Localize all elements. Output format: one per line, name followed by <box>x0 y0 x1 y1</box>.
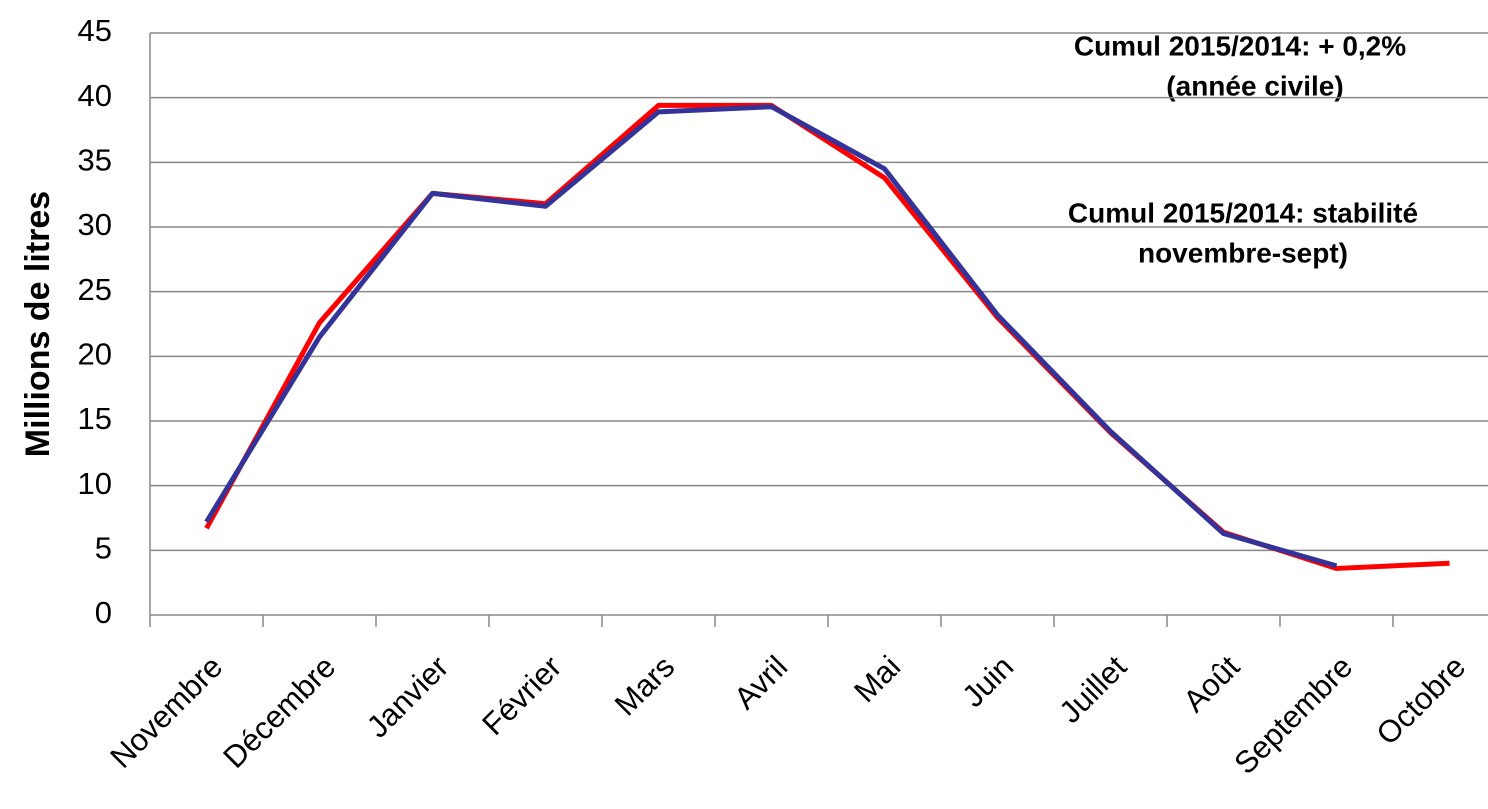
annotation: novembre-sept) <box>1138 237 1348 268</box>
annotation: Cumul 2015/2014: stabilité <box>1068 197 1418 228</box>
y-tick-label: 30 <box>78 207 112 242</box>
x-tick-label: Août <box>1176 649 1246 719</box>
y-tick-label: 35 <box>78 143 112 178</box>
x-tick-label: Novembre <box>103 649 229 775</box>
y-axis-label: Millions de litres <box>19 191 57 457</box>
x-tick-label: Mai <box>847 649 907 709</box>
x-tick-label: Septembre <box>1227 649 1359 781</box>
y-tick-label: 15 <box>78 401 112 436</box>
x-tick-label: Décembre <box>216 649 342 775</box>
y-tick-label: 0 <box>95 595 112 630</box>
annotation: (année civile) <box>1166 70 1343 101</box>
y-tick-label: 20 <box>78 337 112 372</box>
x-tick-label: Mars <box>608 649 681 722</box>
y-tick-label: 45 <box>78 13 112 48</box>
x-tick-label: Juin <box>955 649 1020 714</box>
series-line <box>204 102 1450 571</box>
x-tick-label: Octobre <box>1370 649 1473 752</box>
x-tick-label: Février <box>475 649 568 742</box>
series-line <box>204 104 1338 569</box>
y-tick-label: 5 <box>95 531 112 566</box>
y-tick-label: 40 <box>78 78 112 113</box>
y-tick-label: 25 <box>78 272 112 307</box>
x-tick-label: Juillet <box>1052 649 1133 730</box>
y-tick-label: 10 <box>78 466 112 501</box>
annotation: Cumul 2015/2014: + 0,2% <box>1074 30 1406 61</box>
x-tick-label: Avril <box>727 649 794 716</box>
x-tick-label: Janvier <box>360 649 455 744</box>
